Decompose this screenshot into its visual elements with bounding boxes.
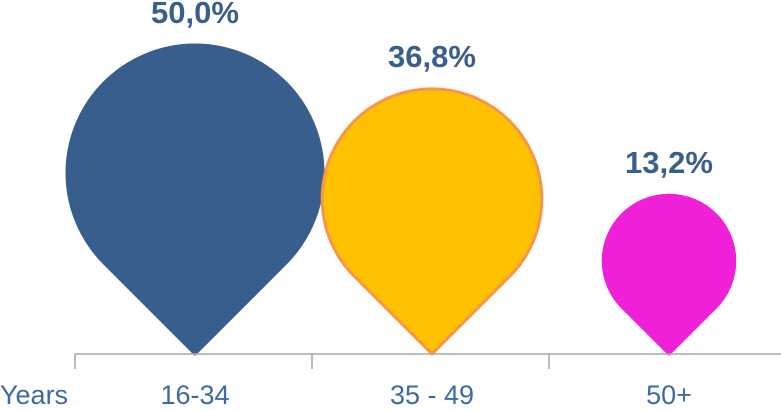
- chart-marks: [65, 43, 737, 356]
- x-tick-label-35-49: 35 - 49: [390, 380, 474, 410]
- x-tick-label-50plus: 50+: [646, 380, 692, 410]
- drop-mark-16-34: [65, 43, 325, 356]
- drop-mark-35-49: [320, 87, 544, 356]
- x-tick-label-16-34: 16-34: [160, 380, 229, 410]
- value-label-16-34: 50,0%: [151, 0, 239, 30]
- chart-labels: 50,0% 16-34 36,8% 35 - 49 13,2% 50+: [151, 0, 713, 410]
- value-label-35-49: 36,8%: [388, 39, 476, 74]
- value-label-50plus: 13,2%: [625, 145, 713, 180]
- drop-mark-50plus: [601, 193, 737, 356]
- x-axis-prefix-label: Years: [0, 380, 68, 410]
